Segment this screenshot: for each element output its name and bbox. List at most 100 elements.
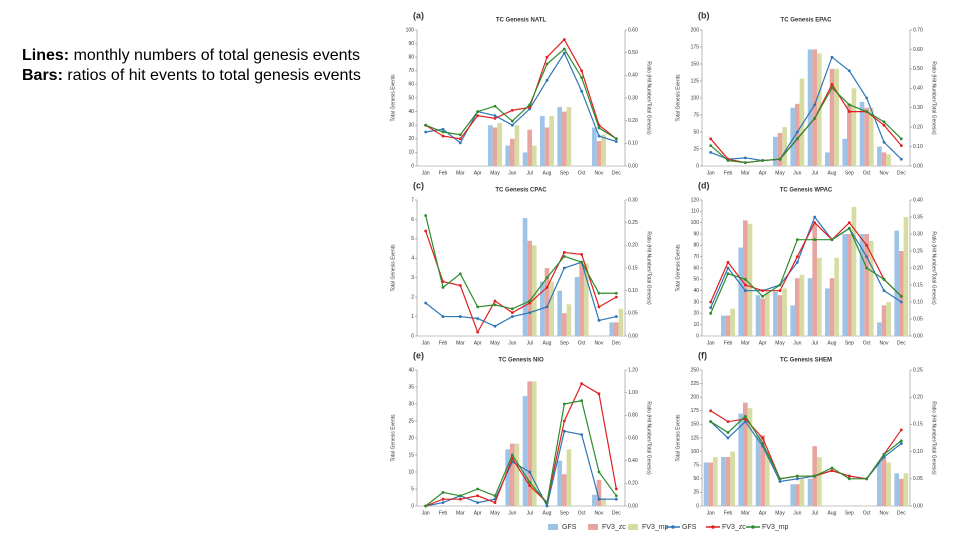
point	[614, 291, 618, 295]
x-tick-label: Feb	[724, 340, 733, 346]
point	[545, 501, 549, 504]
y2-tick-label: 0.20	[628, 118, 638, 124]
bar	[816, 257, 822, 336]
point	[743, 414, 747, 418]
x-tick-label: May	[775, 340, 785, 346]
y-tick-label: 50	[693, 476, 699, 482]
y-tick-label: 200	[691, 395, 700, 401]
x-tick-label: Sep	[845, 510, 854, 516]
note-text: monthly numbers of total genesis events	[69, 47, 360, 64]
y-tick-label: 100	[406, 27, 415, 33]
y-tick-label: 75	[693, 112, 699, 118]
bar	[903, 217, 909, 336]
notes: Lines: monthly numbers of total genesis …	[22, 46, 361, 86]
point	[493, 501, 497, 504]
y-axis-title: Total Genesis Events	[390, 414, 396, 461]
bar	[601, 134, 606, 166]
point	[476, 487, 480, 491]
x-tick-label: Jun	[508, 340, 516, 346]
bar	[574, 277, 580, 336]
y-tick-label: 200	[691, 27, 700, 33]
point	[614, 137, 618, 141]
y-tick-label: 250	[691, 367, 700, 373]
bar	[881, 457, 887, 506]
point	[562, 254, 566, 258]
bar	[799, 78, 805, 166]
point	[493, 299, 497, 303]
point	[528, 311, 532, 315]
point	[795, 474, 799, 478]
bar	[834, 257, 839, 336]
point	[510, 108, 514, 112]
bar	[807, 478, 813, 506]
point	[441, 286, 445, 289]
x-tick-label: Jun	[793, 510, 801, 516]
y2-tick-label: 0.05	[913, 316, 923, 322]
x-tick-label: Apr	[759, 340, 767, 346]
point	[476, 501, 480, 504]
legend-label: FV3_mp	[762, 524, 789, 531]
y2-tick-label: 0.15	[628, 265, 638, 271]
point	[882, 289, 886, 293]
y-tick-label: 30	[408, 123, 414, 129]
y-tick-label: 2	[411, 294, 414, 300]
x-tick-label: Dec	[612, 170, 621, 176]
point	[709, 300, 713, 304]
line	[710, 86, 902, 164]
x-tick-label: Mar	[456, 340, 465, 346]
y2-tick-label: 0.15	[913, 422, 923, 428]
point	[562, 402, 566, 406]
point	[424, 301, 428, 305]
chart-title: TC Genesis EPAC	[781, 18, 833, 24]
y-tick-label: 225	[691, 381, 700, 387]
y-tick-label: 110	[691, 209, 699, 215]
y-tick-label: 10	[408, 150, 414, 156]
point	[830, 55, 834, 59]
point	[597, 126, 601, 130]
point	[458, 137, 462, 141]
y2-tick-label: 0.25	[913, 248, 923, 254]
y2-axis-title: Ratio (Hit Number/Total Genesis)	[646, 401, 652, 475]
y-tick-label: 5	[411, 486, 414, 492]
bar	[816, 457, 822, 506]
y-tick-label: 0	[411, 503, 414, 509]
point	[580, 433, 584, 436]
chart-title: TC Genesis NATL	[496, 18, 547, 24]
point	[847, 110, 851, 113]
y-tick-label: 4	[411, 256, 414, 262]
point	[476, 330, 480, 334]
point	[899, 294, 903, 298]
point	[614, 494, 618, 498]
point	[458, 133, 462, 137]
point	[761, 436, 765, 440]
y-tick-label: 1	[411, 314, 414, 320]
bar	[527, 129, 532, 166]
bar	[730, 308, 735, 336]
point	[709, 151, 713, 154]
bar	[747, 223, 753, 336]
y-tick-label: 3	[411, 275, 414, 281]
bar	[851, 206, 857, 336]
y-tick-label: 100	[691, 220, 700, 226]
x-tick-label: Jun	[793, 340, 801, 346]
point	[580, 399, 584, 402]
point	[743, 161, 747, 165]
x-tick-label: Dec	[897, 170, 906, 176]
point	[528, 103, 532, 107]
x-tick-label: Aug	[543, 510, 552, 516]
point	[510, 311, 514, 315]
point	[441, 501, 445, 504]
point	[882, 140, 886, 144]
x-tick-label: Jan	[707, 510, 715, 516]
point	[709, 144, 713, 148]
bar	[773, 291, 778, 336]
point	[458, 284, 462, 287]
line	[425, 230, 617, 334]
bar	[881, 152, 887, 166]
bar	[877, 146, 882, 166]
y-tick-label: 10	[693, 322, 699, 328]
x-tick-label: Apr	[474, 170, 482, 176]
point	[830, 238, 834, 242]
point	[580, 69, 584, 73]
bar	[592, 127, 597, 166]
